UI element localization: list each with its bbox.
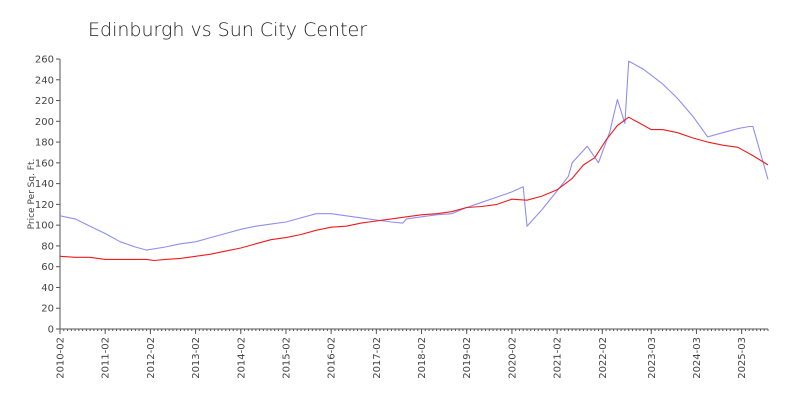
x-tick-label: 2024-03 — [692, 337, 703, 379]
y-tick-label: 260 — [35, 55, 54, 66]
x-tick-label: 2018-02 — [417, 337, 428, 379]
x-tick-label: 2012-02 — [146, 337, 157, 379]
x-tick-label: 2016-02 — [327, 337, 338, 379]
y-tick-label: 40 — [41, 283, 54, 294]
y-tick-label: 220 — [35, 96, 54, 107]
x-tick-label: 2022-02 — [598, 337, 609, 379]
x-tick-label: 2020-02 — [507, 337, 518, 379]
x-tick-label: 2011-02 — [101, 337, 112, 379]
series-line-1 — [59, 60, 769, 251]
y-tick-label: 0 — [48, 325, 54, 336]
x-tick-label: 2025-03 — [737, 337, 748, 379]
y-tick-label: 140 — [35, 179, 54, 190]
series-line-2 — [59, 116, 769, 262]
y-tick-label: 200 — [35, 117, 54, 128]
y-axis-label: Price Per Sq. Ft. — [27, 159, 37, 230]
x-tick-label: 2021-02 — [553, 337, 564, 379]
y-tick-label: 160 — [35, 158, 54, 169]
y-tick-label: 180 — [35, 138, 54, 149]
y-tick-label: 120 — [35, 200, 54, 211]
y-tick-label: 80 — [41, 241, 54, 252]
y-tick-label: 240 — [35, 75, 54, 86]
x-tick-label: 2023-03 — [647, 337, 658, 379]
y-tick-label: 20 — [41, 304, 54, 315]
y-tick-label: 60 — [41, 262, 54, 273]
x-tick-label: 2015-02 — [281, 337, 292, 379]
chart-title: Edinburgh vs Sun City Center — [88, 19, 367, 41]
x-tick-label: 2017-02 — [372, 337, 383, 379]
x-tick-label: 2014-02 — [236, 337, 247, 379]
y-tick-label: 100 — [35, 221, 54, 232]
x-tick-label: 2010-02 — [56, 337, 67, 379]
plot-area: 0 20 40 60 80 100 120 140 160 180 200 220 240 260 2010… — [35, 55, 769, 379]
x-tick-label: 2013-02 — [191, 337, 202, 379]
x-tick-label: 2019-02 — [462, 337, 473, 379]
